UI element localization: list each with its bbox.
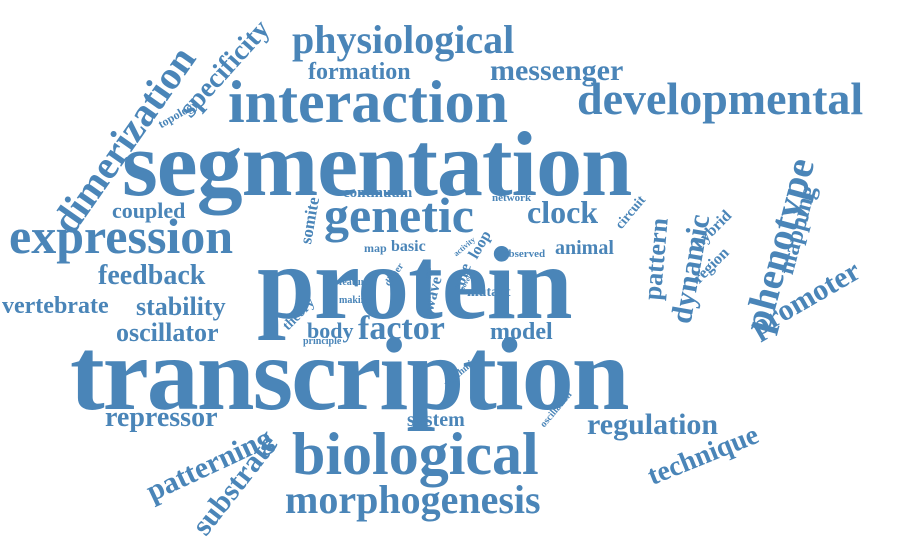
word-mutant: mutant xyxy=(467,285,511,300)
word-oscillator: oscillator xyxy=(116,318,219,347)
word-pattern: pattern xyxy=(637,216,674,302)
word-clock: clock xyxy=(527,194,599,230)
word-map: map xyxy=(364,241,387,255)
word-interaction: interaction xyxy=(228,69,508,135)
word-messenger: messenger xyxy=(490,54,624,87)
word-coupled: coupled xyxy=(112,198,186,223)
word-body: body xyxy=(307,318,354,343)
word-animal: animal xyxy=(555,237,614,259)
word-vertebrate: vertebrate xyxy=(2,293,109,319)
word-model: model xyxy=(490,319,553,345)
word-network: network xyxy=(492,192,532,204)
word-factor: factor xyxy=(358,310,445,347)
word-expression: expression xyxy=(9,208,234,264)
word-feature: feature xyxy=(339,277,370,288)
word-system: system xyxy=(407,409,465,431)
word-regulation: regulation xyxy=(587,408,719,441)
word-transcription: transcription xyxy=(70,317,630,432)
word-continuum: continuum xyxy=(343,185,413,201)
word-genetic: genetic xyxy=(324,187,474,243)
word-physiological: physiological xyxy=(292,17,515,62)
word-formation: formation xyxy=(308,59,411,85)
word-biological: biological xyxy=(292,421,539,487)
word-feedback: feedback xyxy=(98,260,206,291)
word-protein: protein xyxy=(257,226,573,341)
word-morphogenesis: morphogenesis xyxy=(285,477,541,522)
word-basic: basic xyxy=(391,238,426,255)
word-observed: observed xyxy=(503,248,546,260)
word-making: making xyxy=(339,295,372,306)
word-repressor: repressor xyxy=(105,402,218,433)
word-principle: principle xyxy=(303,336,342,347)
word-developmental: developmental xyxy=(577,73,864,124)
word-segmentation: segmentation xyxy=(122,113,632,215)
word-stability: stability xyxy=(136,292,226,321)
